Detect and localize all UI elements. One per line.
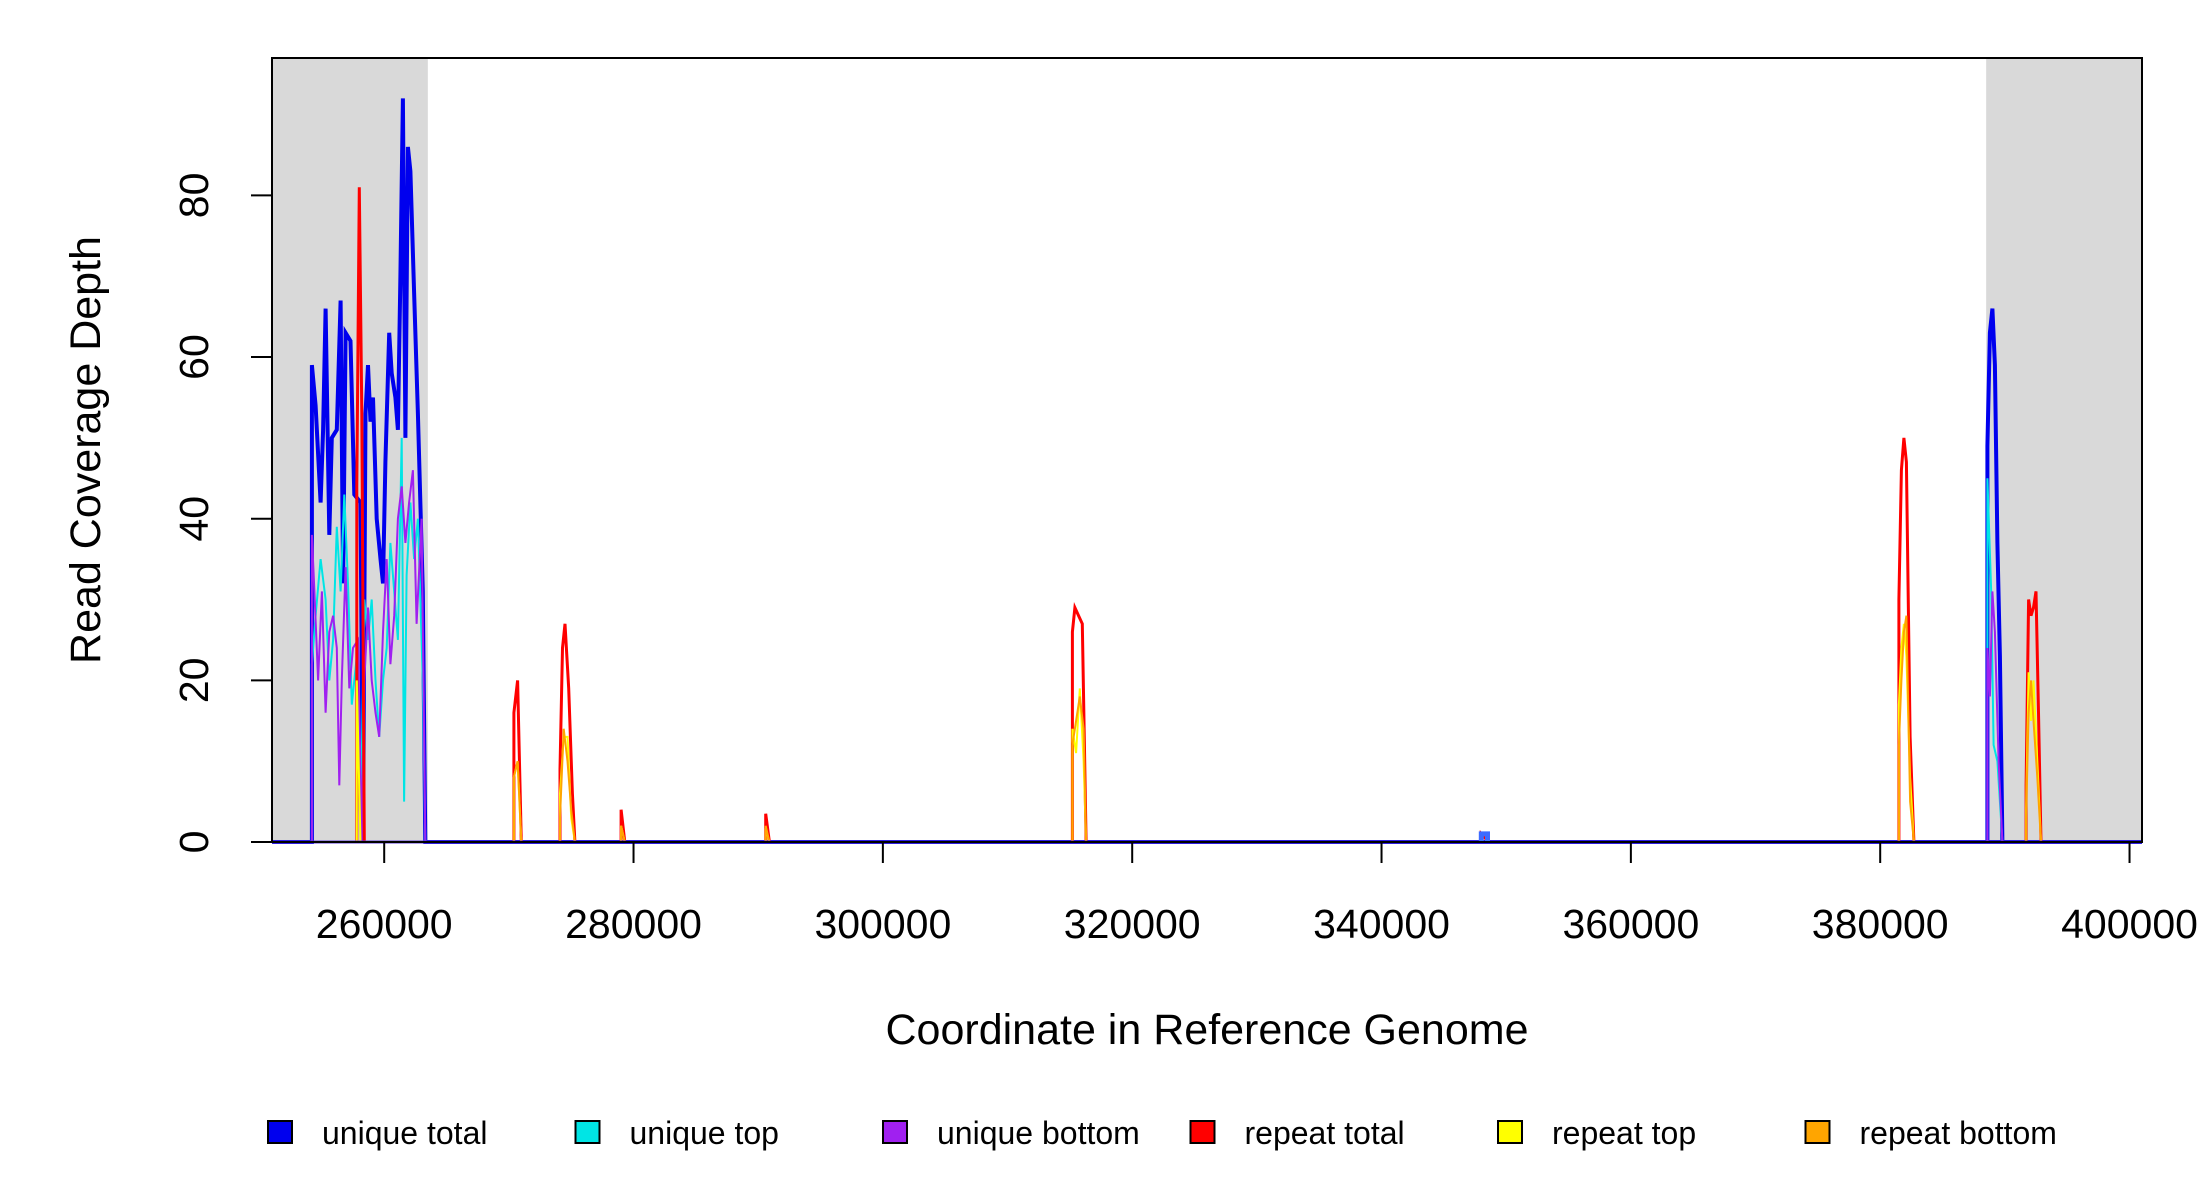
plot-frame <box>271 57 2143 843</box>
legend-label: unique total <box>322 1115 487 1151</box>
series-lines <box>272 98 2142 844</box>
x-tick-label: 400000 <box>2061 901 2198 947</box>
x-tick-label: 260000 <box>316 901 453 947</box>
x-tick-label: 320000 <box>1064 901 1201 947</box>
legend-swatch <box>1189 1120 1216 1144</box>
legend-swatch <box>574 1120 601 1144</box>
x-axis: 260000 280000 300000 320000 340000 360000 3800… <box>316 841 2198 947</box>
x-tick-label: 360000 <box>1562 901 1699 947</box>
legend: unique total unique top unique bottom repea… <box>267 1115 2057 1151</box>
y-axis: 0 20 40 60 80 <box>171 173 273 854</box>
y-tick-label: 40 <box>171 496 217 542</box>
legend-label: unique top <box>630 1115 779 1151</box>
x-axis-title: Coordinate in Reference Genome <box>886 1006 1529 1054</box>
x-tick-label: 380000 <box>1812 901 1949 947</box>
series-line-repeat-total <box>272 187 2142 844</box>
series-line-unique-top <box>310 437 427 843</box>
legend-swatch <box>1804 1120 1831 1144</box>
legend-swatch <box>882 1120 908 1144</box>
legend-swatch <box>267 1120 293 1144</box>
legend-swatch <box>1497 1120 1523 1144</box>
y-tick-label: 0 <box>171 831 217 854</box>
legend-label: repeat total <box>1245 1115 1405 1151</box>
series-line-repeat-top <box>355 623 2042 843</box>
y-tick-label: 20 <box>171 658 217 704</box>
series-line-unique-total <box>272 98 2142 844</box>
series-line-unique-bottom-right-flank- <box>1986 591 2004 843</box>
y-tick-label: 80 <box>171 173 217 219</box>
x-tick-label: 300000 <box>814 901 951 947</box>
shaded-region-1 <box>1986 58 2142 842</box>
series-line-unique-total-right-flank- <box>1985 308 2005 843</box>
y-tick-label: 60 <box>171 334 217 380</box>
series-line-unique-total-small-peak <box>1478 831 1490 842</box>
series-line-repeat-bottom <box>272 615 2142 843</box>
legend-label: unique bottom <box>937 1115 1140 1151</box>
x-tick-label: 340000 <box>1313 901 1450 947</box>
legend-label: repeat top <box>1552 1115 1696 1151</box>
y-axis-title: Read Coverage Depth <box>62 236 110 664</box>
shaded-regions <box>272 58 2142 842</box>
x-tick-label: 280000 <box>565 901 702 947</box>
legend-label: repeat bottom <box>1860 1115 2057 1151</box>
